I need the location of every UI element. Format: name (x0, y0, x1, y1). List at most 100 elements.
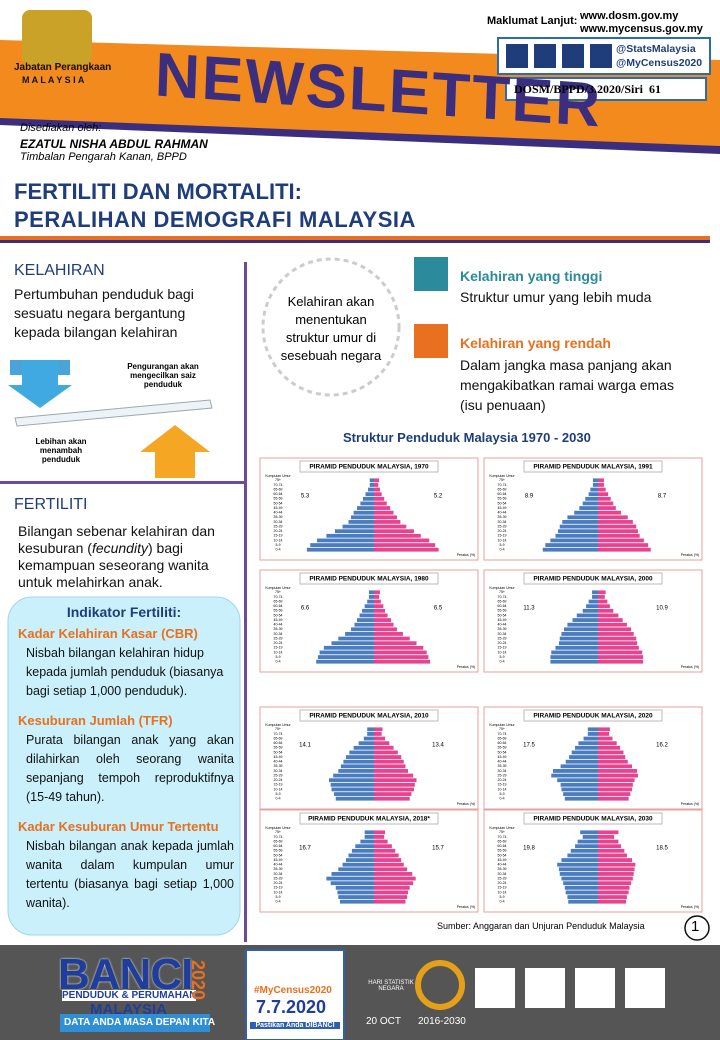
bar (598, 759, 628, 764)
bar (374, 862, 404, 867)
age-label: 10-14 (274, 538, 283, 542)
sdg: 2016-2030 (418, 1016, 466, 1027)
age-label: 20-24 (274, 529, 283, 533)
age-label: 70-74 (274, 732, 283, 736)
bar (550, 655, 598, 659)
pyramid-title: PIRAMID PENDUDUK MALAYSIA, 2010 (309, 713, 429, 720)
bar (586, 604, 598, 609)
bar (598, 506, 616, 510)
qr3 (575, 968, 615, 1008)
bar (319, 650, 374, 655)
age-label: 0-4 (499, 548, 504, 552)
indicator-list: Kadar Kelahiran Kasar (CBR) Nisbah bilang… (8, 626, 234, 913)
bar (542, 547, 598, 552)
y-label: Kumpulan Umur (265, 474, 291, 478)
malaysia: MALAYSIA (90, 1001, 167, 1018)
pyramid-title: PIRAMID PENDUDUK MALAYSIA, 2018* (308, 816, 430, 823)
org: Jabatan Perangkaan (14, 62, 112, 73)
bar (337, 890, 374, 895)
bar (583, 736, 598, 741)
pyramids-title: Struktur Penduduk Malaysia 1970 - 2030 (343, 430, 591, 445)
age-label: 65-69 (498, 736, 507, 740)
age-label: 55-59 (274, 849, 283, 853)
age-label: 45-49 (498, 755, 507, 759)
paragraph: Pertumbuhan penduduk bagi sesuatu negara… (14, 286, 194, 340)
author-name: EZATUL NISHA ABDUL RAHMAN (20, 137, 208, 151)
heading: FERTILITI (14, 496, 88, 513)
age-label: 20-24 (274, 641, 283, 645)
bar (374, 881, 414, 886)
bar (592, 595, 598, 599)
bar (587, 727, 598, 732)
age-label: 30-34 (274, 872, 283, 876)
bar (369, 483, 374, 487)
age-label: 55-59 (498, 746, 507, 750)
bar (338, 769, 374, 773)
pyramid-title: PIRAMID PENDUDUK MALAYSIA, 1970 (309, 464, 429, 471)
age-label: 50-54 (274, 501, 283, 505)
source: Sumber: Anggaran dan Unjuran Penduduk Ma… (437, 921, 645, 931)
age-label: 30-34 (274, 520, 283, 524)
bar (348, 853, 374, 858)
age-label: 65-69 (498, 487, 507, 491)
bar (364, 835, 374, 839)
bar (367, 732, 374, 736)
hashtag: #MyCensus2020 (254, 985, 332, 996)
bar (565, 890, 598, 895)
bar (374, 501, 387, 506)
bar (598, 895, 627, 899)
bar (374, 872, 413, 876)
age-label: 40-44 (274, 623, 283, 627)
age-label: 20-24 (498, 778, 507, 782)
heading: KELAHIRAN (14, 262, 105, 279)
bar (374, 538, 430, 543)
age-label: 45-49 (274, 506, 283, 510)
bar (561, 876, 598, 881)
paragraph: Bilangan sebenar kelahiran dan kesuburan… (18, 523, 233, 591)
qr4 (625, 968, 665, 1008)
bar (362, 496, 374, 501)
bar (374, 604, 384, 609)
bar (374, 787, 414, 792)
bar (598, 782, 633, 787)
bar (598, 515, 628, 520)
bar (561, 858, 598, 862)
bar (374, 590, 380, 595)
bar (374, 613, 388, 618)
age-label: 75+ (275, 478, 281, 482)
bar (598, 796, 629, 801)
bar (557, 778, 598, 783)
pyramids: PIRAMID PENDUDUK MALAYSIA, 1970 Kumpulan … (259, 457, 703, 913)
age-label: 10-14 (498, 890, 507, 894)
bar (598, 538, 644, 543)
female-total: 16.2 (656, 743, 668, 749)
bar (590, 487, 598, 492)
age-label: 55-59 (498, 609, 507, 613)
bar (567, 622, 598, 627)
bar (374, 515, 397, 520)
age-label: 45-49 (498, 506, 507, 510)
bar (598, 608, 614, 613)
age-label: 25-29 (274, 524, 283, 528)
bar (374, 655, 429, 659)
bar (358, 741, 374, 746)
female-total: 18.5 (656, 846, 668, 852)
down-arrow-head (8, 360, 72, 408)
bar (367, 727, 374, 732)
age-label: 55-59 (274, 497, 283, 501)
bar (598, 890, 629, 895)
bar (374, 773, 414, 778)
bar (559, 524, 598, 529)
bar (558, 641, 598, 646)
bar (374, 755, 402, 759)
bar (374, 759, 404, 764)
x-label: Peratus (%) (457, 665, 475, 669)
age-label: 15-19 (498, 534, 507, 538)
bar (598, 899, 627, 904)
bar (560, 764, 598, 769)
bar (374, 745, 394, 750)
age-label: 30-34 (498, 769, 507, 773)
bar (598, 755, 626, 759)
circle-text: Kelahiran akan menentukan struktur umur … (280, 294, 382, 363)
